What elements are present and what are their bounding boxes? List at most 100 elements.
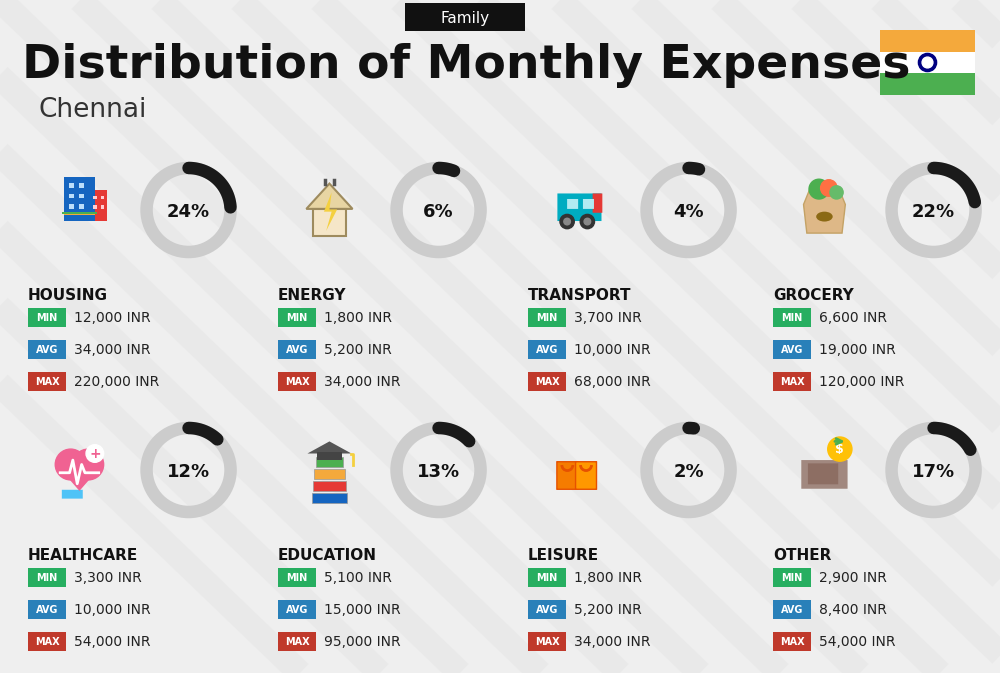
Text: 2,900 INR: 2,900 INR xyxy=(819,571,887,585)
Text: 34,000 INR: 34,000 INR xyxy=(74,343,150,357)
Circle shape xyxy=(918,53,937,71)
FancyBboxPatch shape xyxy=(773,371,811,390)
Text: 17%: 17% xyxy=(912,463,955,481)
Text: 5,100 INR: 5,100 INR xyxy=(324,571,392,585)
FancyBboxPatch shape xyxy=(528,600,566,618)
FancyBboxPatch shape xyxy=(64,177,95,221)
Circle shape xyxy=(809,179,829,199)
FancyBboxPatch shape xyxy=(28,631,66,651)
FancyBboxPatch shape xyxy=(528,308,566,326)
Text: 10,000 INR: 10,000 INR xyxy=(74,603,151,617)
FancyBboxPatch shape xyxy=(773,631,811,651)
FancyBboxPatch shape xyxy=(69,183,74,188)
FancyBboxPatch shape xyxy=(93,205,97,209)
FancyBboxPatch shape xyxy=(278,567,316,586)
Text: MIN: MIN xyxy=(36,313,58,323)
FancyBboxPatch shape xyxy=(28,567,66,586)
Text: AVG: AVG xyxy=(781,605,803,615)
Text: MIN: MIN xyxy=(536,573,558,583)
Text: 54,000 INR: 54,000 INR xyxy=(819,635,896,649)
Text: 1,800 INR: 1,800 INR xyxy=(574,571,642,585)
FancyBboxPatch shape xyxy=(312,493,347,503)
FancyBboxPatch shape xyxy=(528,631,566,651)
Polygon shape xyxy=(56,464,103,491)
FancyBboxPatch shape xyxy=(880,52,975,73)
Text: 6,600 INR: 6,600 INR xyxy=(819,311,887,325)
FancyBboxPatch shape xyxy=(808,464,838,485)
Text: 19,000 INR: 19,000 INR xyxy=(819,343,896,357)
Circle shape xyxy=(828,437,852,461)
Text: 12,000 INR: 12,000 INR xyxy=(74,311,151,325)
Text: HOUSING: HOUSING xyxy=(28,287,108,302)
Text: Chennai: Chennai xyxy=(38,97,146,123)
Text: AVG: AVG xyxy=(781,345,803,355)
FancyBboxPatch shape xyxy=(880,30,975,52)
FancyBboxPatch shape xyxy=(773,339,811,359)
FancyBboxPatch shape xyxy=(101,205,104,209)
FancyBboxPatch shape xyxy=(801,460,848,489)
Text: MIN: MIN xyxy=(36,573,58,583)
Circle shape xyxy=(830,186,843,199)
Text: 54,000 INR: 54,000 INR xyxy=(74,635,150,649)
Text: 68,000 INR: 68,000 INR xyxy=(574,375,651,389)
Text: 22%: 22% xyxy=(912,203,955,221)
Circle shape xyxy=(73,449,104,480)
FancyBboxPatch shape xyxy=(62,490,83,499)
FancyBboxPatch shape xyxy=(773,567,811,586)
FancyBboxPatch shape xyxy=(92,190,107,221)
Text: Distribution of Monthly Expenses: Distribution of Monthly Expenses xyxy=(22,42,910,87)
FancyBboxPatch shape xyxy=(278,308,316,326)
Text: 2%: 2% xyxy=(673,463,704,481)
Circle shape xyxy=(584,218,591,225)
FancyBboxPatch shape xyxy=(79,205,84,209)
Text: 120,000 INR: 120,000 INR xyxy=(819,375,904,389)
Text: EDUCATION: EDUCATION xyxy=(278,548,377,563)
FancyBboxPatch shape xyxy=(528,567,566,586)
Text: $: $ xyxy=(835,443,844,456)
FancyBboxPatch shape xyxy=(28,339,66,359)
Text: MAX: MAX xyxy=(35,377,59,387)
Text: MIN: MIN xyxy=(286,313,308,323)
Polygon shape xyxy=(306,184,353,209)
FancyBboxPatch shape xyxy=(593,193,602,213)
Text: HEALTHCARE: HEALTHCARE xyxy=(28,548,138,563)
FancyBboxPatch shape xyxy=(313,209,346,236)
Polygon shape xyxy=(307,441,351,454)
FancyBboxPatch shape xyxy=(880,73,975,95)
Circle shape xyxy=(922,57,933,68)
FancyBboxPatch shape xyxy=(278,631,316,651)
Circle shape xyxy=(560,215,574,229)
Text: MAX: MAX xyxy=(535,377,559,387)
Text: MIN: MIN xyxy=(286,573,308,583)
Text: 3,700 INR: 3,700 INR xyxy=(574,311,642,325)
Text: AVG: AVG xyxy=(36,345,58,355)
FancyBboxPatch shape xyxy=(567,199,578,209)
Text: AVG: AVG xyxy=(36,605,58,615)
Text: 10,000 INR: 10,000 INR xyxy=(574,343,651,357)
FancyBboxPatch shape xyxy=(314,469,345,479)
FancyBboxPatch shape xyxy=(278,339,316,359)
FancyBboxPatch shape xyxy=(278,371,316,390)
Text: 34,000 INR: 34,000 INR xyxy=(324,375,400,389)
Text: MAX: MAX xyxy=(35,637,59,647)
Text: 34,000 INR: 34,000 INR xyxy=(574,635,650,649)
Text: MAX: MAX xyxy=(285,637,309,647)
Text: 5,200 INR: 5,200 INR xyxy=(324,343,392,357)
Circle shape xyxy=(86,445,104,462)
Text: LEISURE: LEISURE xyxy=(528,548,599,563)
Text: 12%: 12% xyxy=(167,463,210,481)
FancyBboxPatch shape xyxy=(317,452,342,460)
Text: MIN: MIN xyxy=(781,313,803,323)
FancyBboxPatch shape xyxy=(773,308,811,326)
Text: 4%: 4% xyxy=(673,203,704,221)
FancyBboxPatch shape xyxy=(69,205,74,209)
FancyBboxPatch shape xyxy=(316,457,343,466)
Circle shape xyxy=(821,180,837,197)
FancyBboxPatch shape xyxy=(583,199,594,209)
Polygon shape xyxy=(804,187,845,233)
Polygon shape xyxy=(324,192,337,231)
Circle shape xyxy=(564,218,570,225)
Text: MIN: MIN xyxy=(781,573,803,583)
Circle shape xyxy=(580,215,595,229)
Text: MAX: MAX xyxy=(285,377,309,387)
